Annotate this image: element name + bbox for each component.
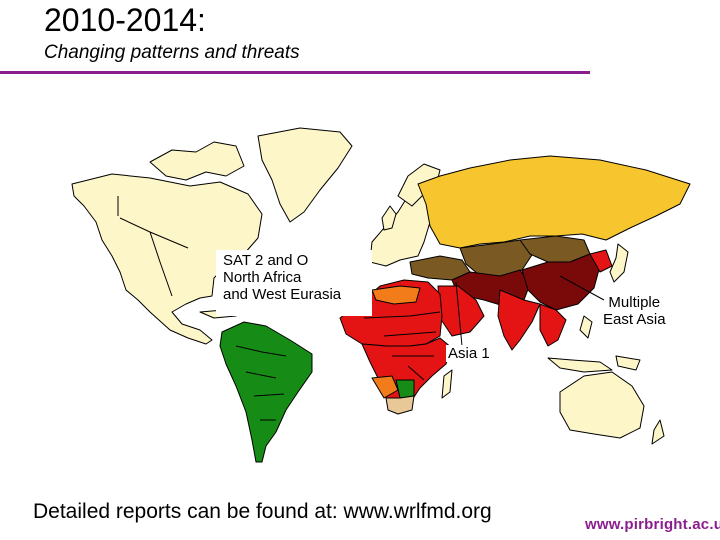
region-north-america [71,173,263,345]
label-asia1: Asia 1 [446,345,492,362]
label-multiple-east-asia: Multiple East Asia [603,294,666,328]
region-southeast-asia [539,303,567,347]
region-australia [559,371,645,439]
region-russia [417,155,691,249]
region-uk [381,205,397,231]
region-papua [615,355,641,371]
label-multiple-line2: East Asia [603,311,666,328]
slide-subtitle: Changing patterns and threats [44,42,300,63]
leader-line-multiple [559,275,605,301]
region-madagascar [441,369,453,399]
callout-sat2-north-africa: SAT 2 and O North Africa and West Eurasi… [216,250,372,316]
title-divider [0,71,590,74]
callout-sat2-line2: North Africa [223,269,302,286]
region-indonesia [547,357,613,373]
region-south-america [219,321,313,463]
region-south-africa [385,395,415,415]
region-japan [609,243,629,283]
leader-line-asia1 [455,281,463,347]
region-philippines [579,315,593,339]
region-arctic-islands [149,141,245,181]
region-north-africa-orange [371,285,421,305]
callout-sat2-line1: SAT 2 and O [223,252,309,269]
region-greenland [257,127,353,223]
footer-reports-link: Detailed reports can be found at: www.wr… [33,500,492,523]
slide-title: 2010-2014: [44,2,206,38]
region-korea [589,249,613,273]
callout-sat2-line3: and West Eurasia [223,286,342,303]
label-multiple-line1: Multiple [608,294,661,311]
region-new-zealand [651,419,665,445]
region-china [521,253,601,311]
region-india [497,289,541,351]
pirbright-logo: www.pirbright.ac.uk [585,516,720,533]
